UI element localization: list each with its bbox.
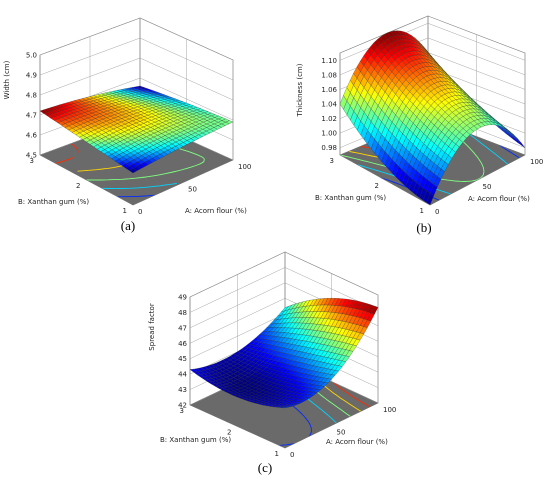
z-tick-label: 1.02 <box>321 115 337 123</box>
panel-a: 4.5 4.6 4.7 4.8 4.9 5.0 0 50 100 1 2 3 Width (cm) B… <box>3 17 251 233</box>
floor-contour <box>332 381 371 408</box>
z-tick-label: 1.10 <box>321 57 337 65</box>
x-tick-label: 50 <box>188 186 197 194</box>
z-tick-label: 47 <box>178 324 187 332</box>
z-axis-label: Width (cm) <box>3 60 11 99</box>
z-gridline <box>189 251 379 298</box>
x-tick-label: 100 <box>238 163 251 171</box>
x-axis-label: A: Acorn flour (%) <box>185 207 247 215</box>
z-tick-label: 4.8 <box>26 92 37 100</box>
z-tick-label: 44 <box>178 371 187 379</box>
z-axis-label: Thickness (cm) <box>296 63 304 117</box>
z-tick-label: 1.08 <box>321 71 337 79</box>
z-tick-label: 0.98 <box>321 144 337 152</box>
floor-front-edge <box>339 154 526 206</box>
floor-front-edge <box>189 402 379 449</box>
x-axis-label: A: Acorn flour (%) <box>326 438 388 446</box>
y-tick-label: 3 <box>330 157 334 165</box>
surface-patch <box>281 406 289 409</box>
x-tick-label: 0 <box>138 208 142 216</box>
y-axis-label: B: Xanthan gum (%) <box>18 198 89 206</box>
x-tick-label: 100 <box>383 406 396 414</box>
x-tick-label: 0 <box>435 208 439 216</box>
width-surface <box>39 85 234 174</box>
z-tick-label: 4.9 <box>26 72 37 80</box>
z-tick-label: 4.5 <box>26 152 37 160</box>
panel-label-c: (c) <box>258 460 272 475</box>
z-tick-label: 43 <box>178 386 187 394</box>
surface-patch <box>129 168 138 174</box>
x-tick-label: 0 <box>290 451 294 459</box>
z-tick-label: 48 <box>178 309 187 317</box>
panel-b: 0.98 1.00 1.02 1.04 1.06 1.08 1.10 0 50 100 1 2 3 Th… <box>296 15 543 235</box>
x-tick-label: 50 <box>337 429 346 437</box>
y-tick-label: 1 <box>420 207 424 215</box>
y-tick-label: 1 <box>275 450 279 458</box>
y-axis-label: B: Xanthan gum (%) <box>315 194 386 202</box>
z-tick-label: 4.6 <box>26 132 38 140</box>
y-tick-label: 3 <box>180 407 184 415</box>
z-tick-label: 46 <box>178 340 187 348</box>
y-axis-label: B: Xanthan gum (%) <box>160 436 231 444</box>
z-tick-label: 1.06 <box>321 86 337 94</box>
x-axis-label: A: Acorn flour (%) <box>468 195 530 203</box>
x-tick-label: 100 <box>530 158 543 166</box>
panel-label-a: (a) <box>121 218 135 233</box>
y-tick-label: 2 <box>227 429 231 437</box>
z-gridline <box>39 17 234 61</box>
z-axis-label: Spread factor <box>148 303 156 351</box>
surface-patch <box>517 140 526 148</box>
panel-label-b: (b) <box>416 220 431 235</box>
y-tick-label: 3 <box>30 157 34 165</box>
z-tick-label: 5.0 <box>26 52 37 60</box>
floor-front-edge <box>39 154 234 206</box>
y-tick-label: 2 <box>76 182 80 190</box>
thickness-surface <box>339 30 526 206</box>
z-tick-label: 1.04 <box>321 101 337 109</box>
spread-factor-surface <box>189 298 379 409</box>
z-tick-label: 49 <box>178 294 187 302</box>
z-tick-label: 1.00 <box>321 130 337 138</box>
y-tick-label: 1 <box>123 207 127 215</box>
z-tick-label: 45 <box>178 355 187 363</box>
y-tick-label: 2 <box>375 182 379 190</box>
z-tick-label: 42 <box>178 402 187 410</box>
x-tick-label: 50 <box>483 183 492 191</box>
z-tick-label: 4.7 <box>26 112 37 120</box>
